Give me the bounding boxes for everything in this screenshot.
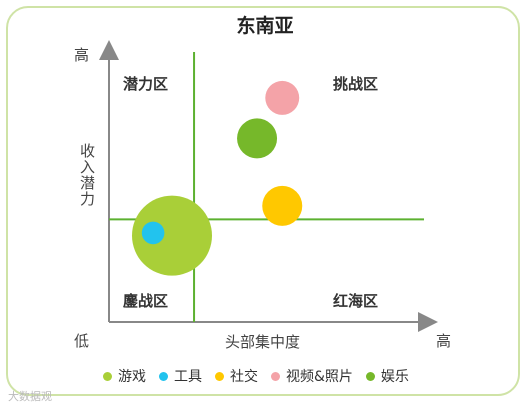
legend-swatch-icon bbox=[159, 371, 168, 381]
legend-item: 游戏 bbox=[103, 366, 146, 386]
legend-label: 游戏 bbox=[118, 369, 146, 385]
legend-label: 娱乐 bbox=[380, 369, 409, 385]
legend-item: 社交 bbox=[215, 366, 258, 386]
x-axis-label: 头部集中度 bbox=[225, 333, 301, 351]
bubble-point bbox=[141, 221, 165, 245]
quadrant-top-right: 挑战区 bbox=[333, 75, 379, 93]
x-high-label: 高 bbox=[436, 332, 452, 350]
bubble-layer bbox=[132, 80, 303, 276]
bubble-point bbox=[237, 118, 278, 159]
legend-swatch-icon bbox=[215, 371, 224, 381]
legend-label: 社交 bbox=[230, 369, 258, 385]
legend-label: 视频&照片 bbox=[286, 369, 353, 385]
legend-label: 工具 bbox=[174, 369, 202, 385]
legend-swatch-icon bbox=[271, 371, 280, 381]
quadrant-bottom-right: 红海区 bbox=[333, 292, 379, 310]
quadrant-top-left: 潜力区 bbox=[123, 75, 169, 93]
chart-title: 东南亚 bbox=[236, 15, 294, 37]
bubble-point bbox=[132, 195, 212, 276]
y-axis-label: 收入潜力 bbox=[78, 143, 96, 207]
bubble-point bbox=[265, 80, 300, 115]
legend-item: 娱乐 bbox=[365, 366, 409, 386]
y-high-label: 高 bbox=[74, 46, 90, 64]
watermark: 大数据观 bbox=[8, 390, 52, 403]
legend-swatch-icon bbox=[365, 371, 375, 381]
chart-frame bbox=[6, 6, 520, 396]
legend-swatch-icon bbox=[103, 371, 112, 381]
quadrant-bottom-left: 鏖战区 bbox=[123, 292, 169, 310]
legend: 游戏 工具 社交 视频&照片 娱乐 bbox=[103, 366, 409, 386]
legend-item: 工具 bbox=[159, 366, 202, 386]
y-low-label: 低 bbox=[74, 332, 90, 350]
legend-item: 视频&照片 bbox=[271, 366, 353, 386]
bubble-point bbox=[262, 185, 303, 226]
